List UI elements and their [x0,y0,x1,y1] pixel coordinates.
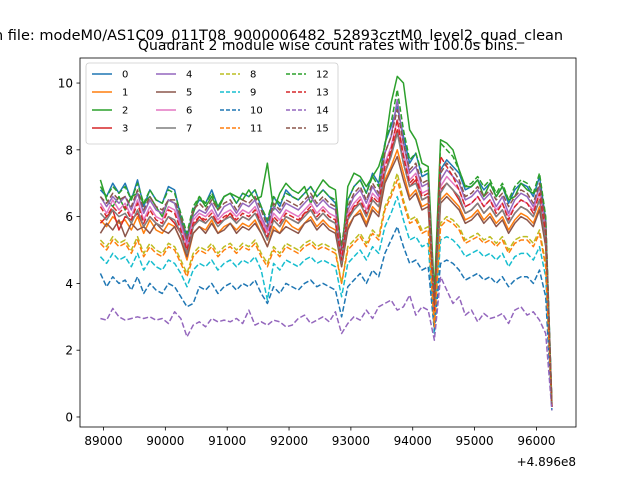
series-line-11 [99,179,553,407]
x-tick-label: 93000 [332,434,370,448]
y-tick-label: 0 [65,410,73,424]
legend-label-12: 12 [316,70,329,81]
y-tick-label: 4 [65,277,73,291]
y-tick-label: 6 [65,210,73,224]
legend-label-1: 1 [122,88,128,99]
x-tick-label: 89000 [84,434,122,448]
y-tick-label: 10 [58,77,73,91]
x-tick-label: 95000 [455,434,493,448]
legend-label-10: 10 [250,106,263,117]
x-tick-label: 96000 [517,434,555,448]
legend-label-4: 4 [186,70,192,81]
legend-label-6: 6 [186,106,192,117]
series-line-12 [99,88,553,404]
x-tick-label: 90000 [146,434,184,448]
legend-label-13: 13 [316,88,329,99]
legend-label-7: 7 [186,124,192,135]
y-tick-label: 8 [65,143,73,157]
chart-title: Quadrant 2 module wise count rates with … [138,38,518,54]
series-line-9 [99,195,553,407]
x-tick-label: 91000 [208,434,246,448]
series-layer [99,75,553,411]
x-axis: 89000 90000 91000 92000 93000 94000 95000 96000 [84,427,556,448]
y-axis: 0 2 4 6 8 10 [58,77,80,424]
legend-label-15: 15 [316,124,329,135]
legend-label-0: 0 [122,70,128,81]
series-line-10 [99,225,553,411]
y-tick-label: 2 [65,344,73,358]
legend-label-2: 2 [122,106,128,117]
series-line-8 [99,172,553,407]
x-tick-label: 92000 [270,434,308,448]
axes-frame [79,57,577,428]
legend-label-9: 9 [250,88,256,99]
series-line-4 [99,98,553,404]
series-line-13 [99,119,553,407]
series-line-14 [100,275,553,411]
legend-label-11: 11 [250,124,263,135]
legend-label-8: 8 [250,70,256,81]
legend-label-5: 5 [186,88,192,99]
legend-label-14: 14 [316,106,329,117]
series-line-15 [99,109,553,404]
legend-label-3: 3 [122,124,128,135]
series-line-5 [99,155,553,407]
figure-suptitle: n file: modeM0/AS1C09_011T08_9000006482_… [0,28,563,44]
series-line-6 [99,119,553,407]
series-line-7 [99,132,553,407]
legend-box [85,62,339,145]
x-tick-label: 94000 [394,434,432,448]
x-offset-text: +4.896e8 [517,455,576,469]
